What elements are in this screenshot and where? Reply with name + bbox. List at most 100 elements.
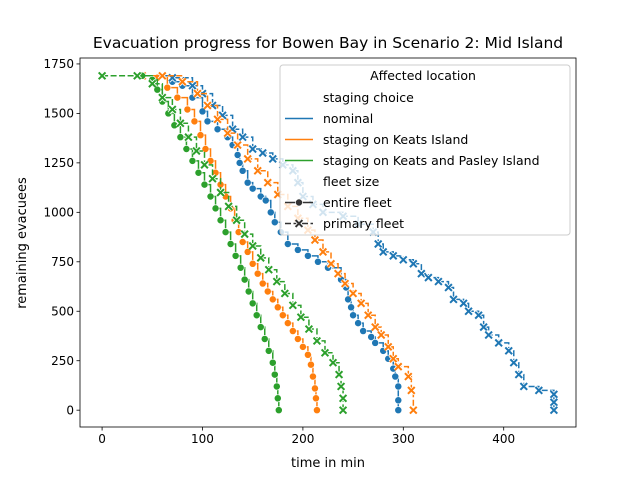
series-4 bbox=[138, 71, 283, 415]
data-point bbox=[312, 336, 322, 346]
data-point bbox=[310, 384, 319, 393]
series-line bbox=[142, 75, 415, 411]
data-point bbox=[253, 269, 262, 278]
data-point bbox=[367, 333, 376, 341]
data-point bbox=[132, 71, 142, 81]
data-point bbox=[258, 148, 268, 158]
data-point bbox=[403, 371, 413, 382]
data-point bbox=[310, 235, 320, 245]
data-point bbox=[194, 168, 203, 177]
data-point bbox=[278, 311, 287, 320]
data-point bbox=[340, 278, 350, 289]
data-point bbox=[248, 299, 257, 308]
legend-style-label: primary fleet bbox=[323, 216, 404, 231]
data-point bbox=[243, 247, 252, 256]
data-point bbox=[239, 229, 250, 239]
data-point bbox=[308, 372, 317, 381]
data-point bbox=[240, 275, 249, 284]
data-point bbox=[304, 324, 314, 334]
y-tick-label: 0 bbox=[66, 403, 74, 417]
data-point bbox=[199, 160, 210, 170]
data-point bbox=[223, 201, 234, 212]
data-point bbox=[514, 369, 524, 380]
data-point bbox=[296, 312, 306, 322]
legend: Affected location staging choice nominal st… bbox=[279, 64, 571, 236]
axes: 0 100 200 300 400 0 250 500 750 1000 1250 1500 1750 bbox=[43, 57, 577, 446]
data-point bbox=[394, 382, 403, 391]
data-point bbox=[448, 294, 459, 305]
data-point bbox=[200, 180, 209, 189]
data-point bbox=[183, 132, 194, 142]
data-point bbox=[320, 348, 330, 358]
data-point bbox=[394, 406, 403, 415]
data-point bbox=[243, 178, 252, 187]
legend-hue-header: staging choice bbox=[323, 90, 414, 105]
data-point bbox=[483, 330, 494, 340]
data-point bbox=[356, 298, 366, 309]
data-point bbox=[226, 240, 235, 248]
data-point bbox=[157, 92, 168, 103]
data-point bbox=[248, 241, 258, 251]
data-point bbox=[376, 330, 386, 340]
data-point bbox=[147, 79, 157, 89]
data-point bbox=[359, 327, 368, 335]
data-point bbox=[373, 239, 383, 249]
legend-style-label: entire fleet bbox=[323, 195, 392, 210]
data-point bbox=[235, 158, 244, 167]
data-point bbox=[354, 319, 363, 328]
data-point bbox=[232, 140, 243, 150]
data-point bbox=[221, 228, 230, 237]
data-point bbox=[252, 311, 261, 320]
data-point bbox=[253, 166, 263, 176]
data-point bbox=[433, 276, 444, 287]
data-point bbox=[504, 346, 514, 356]
data-point bbox=[238, 238, 247, 246]
data-point bbox=[268, 154, 278, 164]
data-point bbox=[231, 215, 242, 225]
data-point bbox=[97, 71, 107, 81]
data-point bbox=[264, 346, 273, 355]
x-tick-label: 0 bbox=[98, 432, 106, 446]
data-point bbox=[408, 405, 419, 415]
data-point bbox=[173, 93, 182, 102]
data-point bbox=[196, 131, 205, 140]
data-point bbox=[163, 83, 172, 92]
data-point bbox=[280, 288, 290, 299]
data-point bbox=[167, 104, 178, 115]
data-point bbox=[314, 257, 322, 266]
legend-style-marker bbox=[294, 218, 304, 229]
chart-title: Evacuation progress for Bowen Bay in Sce… bbox=[93, 34, 563, 52]
data-point bbox=[383, 342, 393, 352]
data-point bbox=[211, 204, 220, 213]
data-point bbox=[334, 369, 344, 380]
data-point bbox=[264, 265, 274, 275]
data-point bbox=[248, 144, 258, 154]
data-point bbox=[312, 394, 320, 403]
data-point bbox=[473, 310, 484, 320]
data-point bbox=[248, 259, 257, 268]
data-point bbox=[328, 358, 338, 368]
y-tick-label: 500 bbox=[51, 305, 74, 319]
data-point bbox=[266, 208, 275, 217]
data-point bbox=[313, 406, 321, 415]
data-point bbox=[378, 247, 388, 257]
data-point bbox=[288, 327, 297, 335]
data-point bbox=[272, 276, 282, 287]
legend-box bbox=[279, 64, 571, 236]
series-5 bbox=[97, 71, 348, 415]
data-point bbox=[443, 282, 454, 293]
data-point bbox=[549, 389, 559, 400]
data-point bbox=[157, 71, 168, 81]
data-point bbox=[458, 298, 469, 309]
data-point bbox=[222, 128, 233, 138]
data-point bbox=[393, 361, 403, 372]
data-point bbox=[274, 406, 283, 415]
series-0 bbox=[138, 71, 403, 415]
data-point bbox=[270, 370, 279, 379]
data-point bbox=[206, 192, 215, 201]
data-point bbox=[283, 240, 292, 248]
data-point bbox=[398, 255, 408, 265]
data-point bbox=[338, 405, 348, 415]
data-point bbox=[303, 350, 312, 359]
